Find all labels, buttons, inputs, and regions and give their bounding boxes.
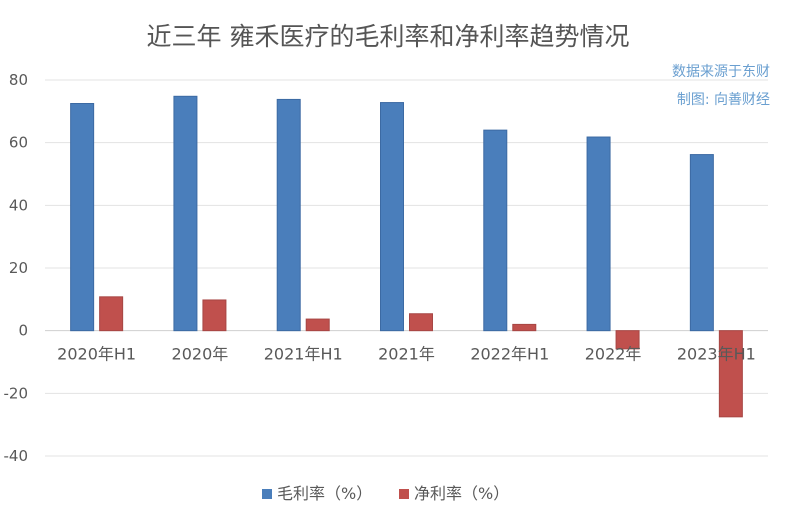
credit-note: 制图: 向善财经 bbox=[677, 92, 770, 108]
x-axis-ticks: 2020年H1 2020年 2021年H1 2021年 2022年H1 2022年 2023… bbox=[57, 345, 756, 364]
bar-net-margin bbox=[202, 299, 227, 332]
x-tick-label: 2022年H1 bbox=[470, 345, 549, 364]
legend-label: 净利率（%） bbox=[414, 484, 509, 503]
bar-gross-margin bbox=[70, 103, 95, 332]
legend-swatch bbox=[262, 489, 272, 499]
bar-gross-margin bbox=[173, 95, 198, 332]
x-tick-label: 2020年 bbox=[172, 345, 229, 364]
x-tick-label: 2022年 bbox=[585, 345, 642, 364]
x-tick-label: 2023年H1 bbox=[677, 345, 756, 364]
y-tick-label: 60 bbox=[9, 134, 28, 152]
bar-gross-margin bbox=[586, 136, 611, 332]
y-tick-label: 0 bbox=[18, 322, 28, 340]
bar-net-margin bbox=[305, 318, 330, 332]
y-tick-label: -20 bbox=[4, 384, 29, 402]
bar-net-margin bbox=[99, 296, 124, 332]
y-tick-label: -40 bbox=[4, 447, 29, 465]
bar-net-margin bbox=[718, 330, 743, 418]
legend-swatch bbox=[399, 489, 409, 499]
bar-net-margin bbox=[409, 313, 433, 332]
bars bbox=[70, 95, 743, 418]
y-tick-label: 80 bbox=[9, 71, 28, 89]
source-note: 数据来源于东财 bbox=[672, 64, 770, 80]
gridlines bbox=[45, 79, 768, 457]
y-axis-ticks: 80 60 40 20 0 -20 -40 bbox=[4, 71, 29, 465]
bar-net-margin bbox=[512, 323, 537, 332]
bar-gross-margin bbox=[380, 102, 404, 332]
bar-gross-margin bbox=[276, 98, 301, 332]
y-tick-label: 20 bbox=[9, 259, 28, 277]
chart-title: 近三年 雍禾医疗的毛利率和净利率趋势情况 bbox=[147, 22, 630, 51]
x-tick-label: 2021年H1 bbox=[264, 345, 343, 364]
x-tick-label: 2021年 bbox=[378, 345, 435, 364]
legend: 毛利率（%） 净利率（%） bbox=[262, 484, 509, 503]
y-tick-label: 40 bbox=[9, 196, 28, 214]
bar-net-margin bbox=[615, 330, 640, 350]
bar-gross-margin bbox=[483, 129, 508, 332]
bar-gross-margin bbox=[689, 154, 714, 332]
x-tick-label: 2020年H1 bbox=[57, 345, 136, 364]
legend-label: 毛利率（%） bbox=[277, 484, 372, 503]
